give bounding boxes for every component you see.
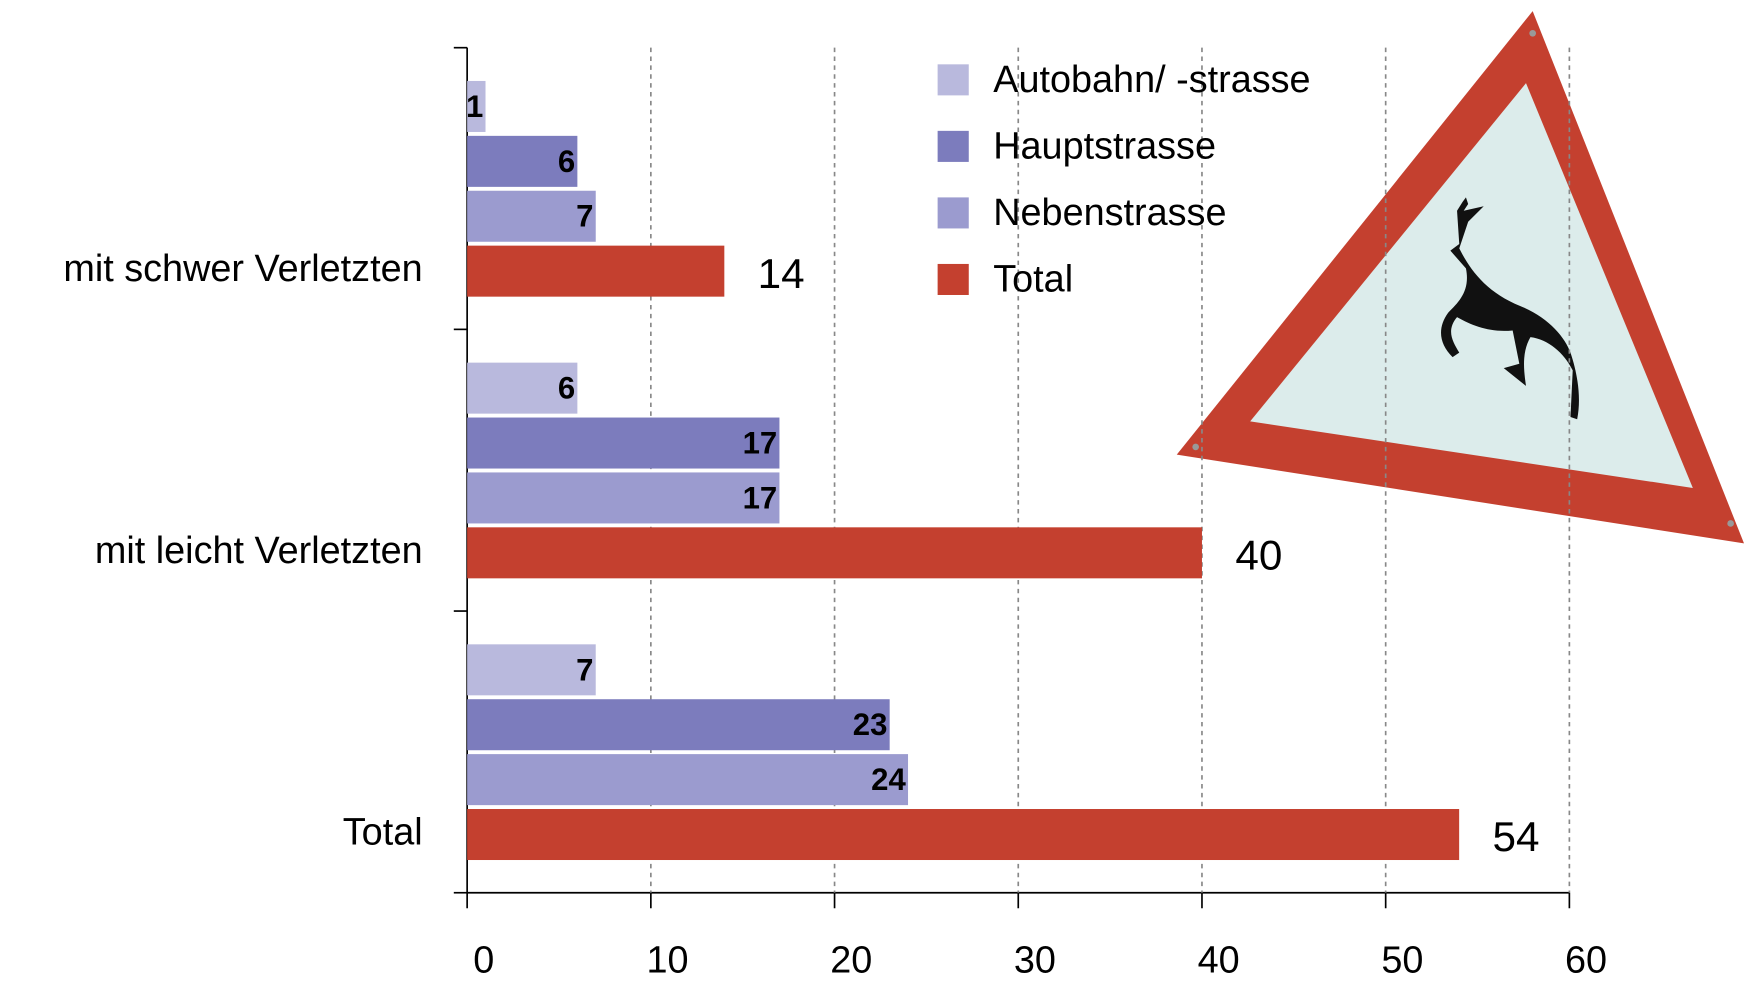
bar [467, 754, 909, 806]
bar [467, 135, 578, 187]
total-label: 54 [1493, 813, 1540, 860]
x-tick-label: 40 [1198, 940, 1240, 982]
bar [467, 472, 780, 524]
category-label: Total [343, 812, 423, 854]
legend-label: Autobahn/ -strasse [993, 59, 1310, 101]
legend-label: Nebenstrasse [993, 192, 1226, 234]
bar [467, 699, 890, 751]
x-tick-label: 10 [647, 940, 689, 982]
bar [467, 80, 486, 132]
legend-label: Hauptstrasse [993, 126, 1216, 168]
category-label: mit schwer Verletzten [63, 248, 422, 290]
value-label: 6 [558, 371, 575, 406]
legend-label: Total [993, 259, 1073, 301]
x-tick-label: 30 [1014, 940, 1056, 982]
x-tick-label: 60 [1565, 940, 1607, 982]
bar [467, 417, 780, 469]
total-label: 40 [1235, 532, 1282, 579]
legend-swatch [937, 64, 969, 96]
legend-swatch [937, 263, 969, 295]
x-tick-label: 50 [1381, 940, 1423, 982]
bar [467, 809, 1460, 861]
value-label: 1 [466, 89, 483, 124]
value-label: 17 [743, 426, 778, 461]
bar [467, 190, 596, 242]
total-label: 14 [758, 250, 805, 297]
value-label: 7 [576, 199, 593, 234]
value-label: 24 [871, 762, 906, 797]
screw [1529, 29, 1537, 37]
value-label: 17 [743, 480, 778, 515]
category-label: mit leicht Verletzten [95, 530, 423, 572]
x-tick-label: 0 [473, 940, 494, 982]
legend-swatch [937, 197, 969, 229]
bar [467, 527, 1202, 579]
screw [1192, 443, 1199, 451]
legend-swatch [937, 130, 969, 162]
bar [467, 362, 578, 414]
deer-icon [1441, 197, 1579, 420]
warning-sign [1176, 11, 1744, 544]
bar [467, 245, 725, 297]
value-label: 23 [853, 707, 888, 742]
x-tick-label: 20 [830, 940, 872, 982]
bar [467, 644, 596, 696]
screw [1727, 520, 1734, 527]
value-label: 6 [558, 144, 575, 179]
y-axis-ticks [453, 46, 468, 894]
value-label: 7 [576, 652, 593, 687]
